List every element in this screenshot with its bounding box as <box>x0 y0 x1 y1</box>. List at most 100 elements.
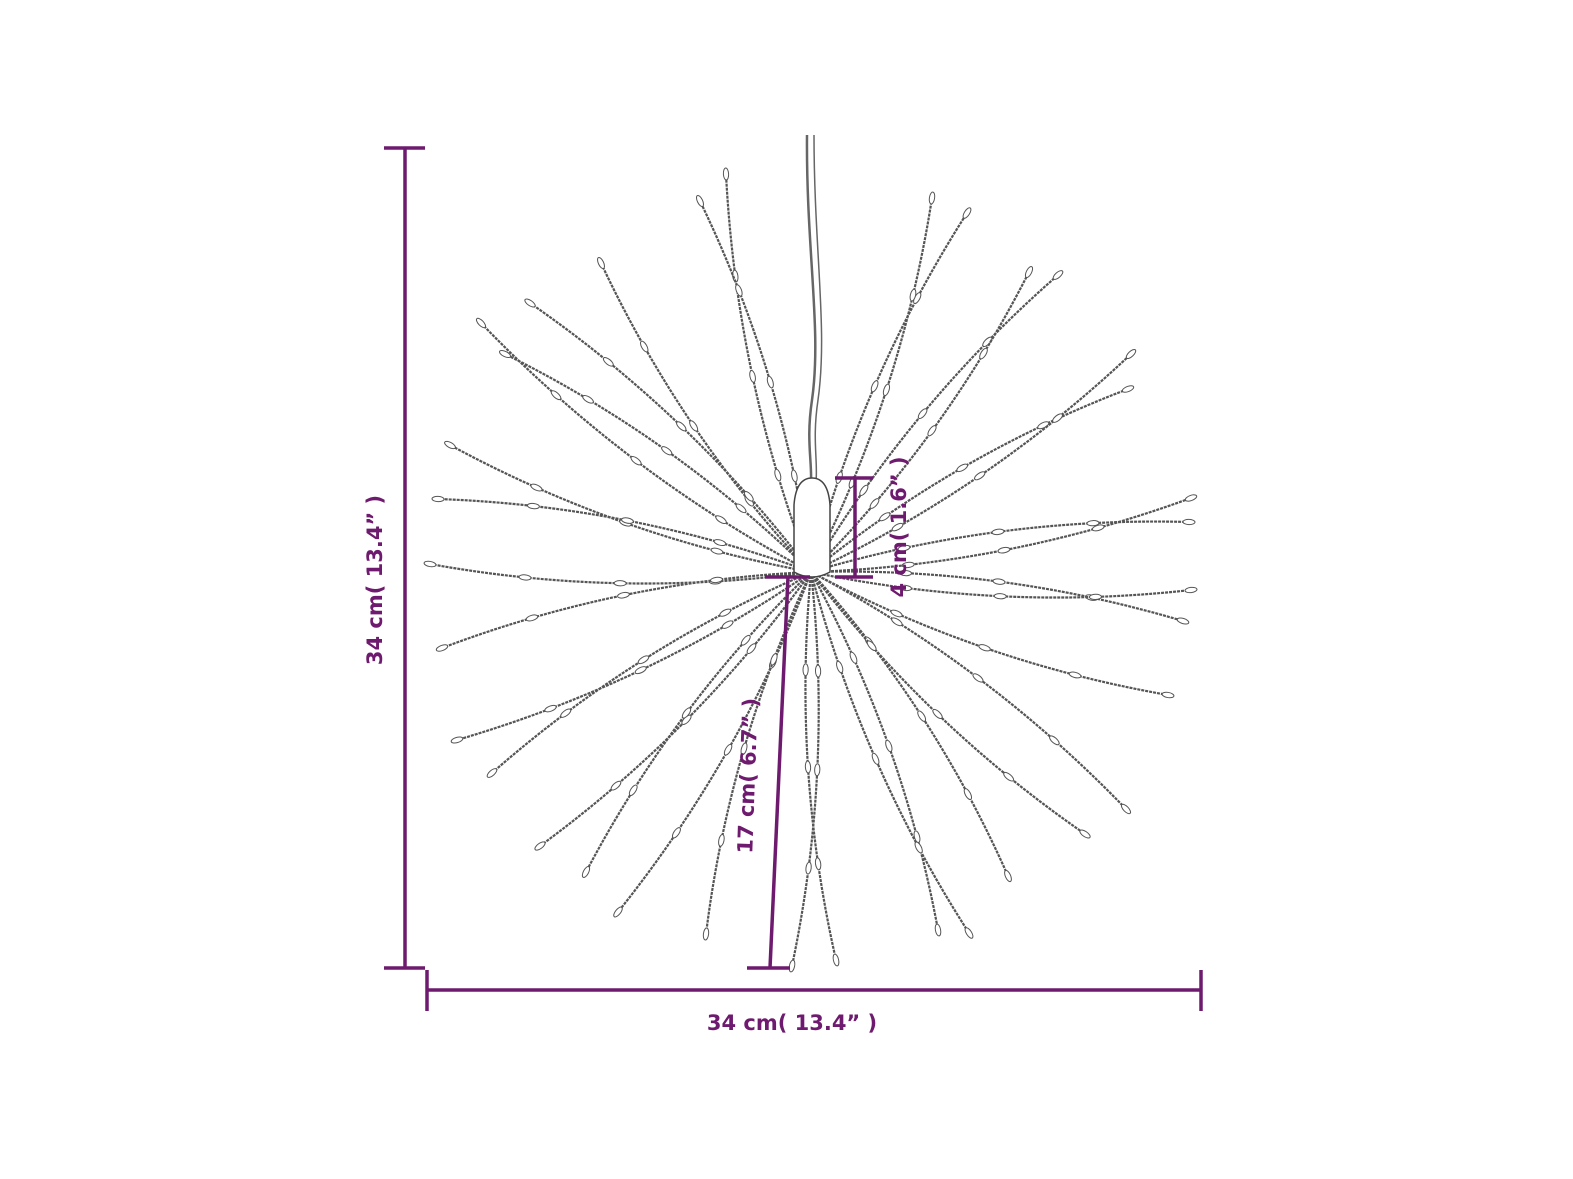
light-strand <box>504 353 812 573</box>
led-bulb <box>963 788 973 801</box>
led-bulb <box>435 644 449 652</box>
led-bulb <box>702 927 710 941</box>
led-bulb <box>602 357 614 367</box>
led-bulb <box>885 739 893 753</box>
led-bulb <box>1052 413 1063 423</box>
led-bulb <box>997 546 1011 554</box>
led-bulb <box>917 408 928 420</box>
light-strand <box>810 571 1169 697</box>
led-bulb <box>774 468 782 482</box>
led-bulb <box>634 666 647 675</box>
light-strand <box>810 571 1127 810</box>
led-bulb <box>791 469 798 483</box>
led-bulb <box>518 574 532 581</box>
led-bulb <box>486 768 498 778</box>
led-bulb <box>450 736 464 744</box>
cap-dimension: 4 cm( 1.6” ) <box>835 456 911 598</box>
led-bulb <box>710 547 724 555</box>
led-bulb <box>890 609 903 618</box>
led-bulb <box>525 614 539 622</box>
led-bulb <box>715 515 727 525</box>
led-bulb <box>804 760 812 774</box>
led-bulb <box>814 763 821 777</box>
led-bulb <box>978 644 991 652</box>
led-bulb <box>1184 494 1198 502</box>
led-bulb <box>524 298 536 308</box>
led-bulb <box>475 317 487 329</box>
led-bulb <box>991 528 1005 536</box>
led-bulb <box>914 841 923 854</box>
led-bulb <box>859 484 869 496</box>
led-bulb <box>1068 671 1082 679</box>
led-bulb <box>746 643 757 655</box>
led-bulb <box>526 502 540 510</box>
led-bulb <box>681 707 692 719</box>
led-bulb <box>898 584 912 592</box>
led-bulb <box>749 370 756 383</box>
led-bulb <box>1052 270 1064 280</box>
led-bulb <box>956 463 969 473</box>
led-bulb <box>1079 829 1091 839</box>
led-bulb <box>917 710 927 722</box>
led-bulb <box>640 340 649 353</box>
light-strand <box>810 496 1192 574</box>
led-bulb <box>964 927 974 939</box>
led-bulb <box>869 498 880 509</box>
led-bulb <box>722 167 730 181</box>
led-bulb <box>1086 520 1100 527</box>
led-bulb <box>695 194 705 208</box>
led-bulb <box>814 664 822 678</box>
led-bulb <box>788 959 796 973</box>
led-bulb <box>972 673 984 683</box>
led-bulb <box>1003 771 1015 782</box>
center-cap <box>793 477 831 578</box>
led-bulb <box>891 617 903 627</box>
light-strand <box>804 571 838 961</box>
led-bulb <box>735 503 747 514</box>
led-bulb <box>866 640 877 652</box>
height-label: 34 cm( 13.4” ) <box>363 495 387 665</box>
led-bulb <box>630 456 642 466</box>
led-bulb <box>617 591 630 599</box>
led-bulb <box>661 446 673 456</box>
width-dimension: 34 cm( 13.4” ) <box>425 970 1203 1035</box>
led-bulb <box>802 663 809 677</box>
led-bulb <box>993 593 1007 600</box>
led-bulb <box>710 576 723 584</box>
led-bulb <box>928 191 936 205</box>
led-bulb <box>718 833 725 847</box>
led-bulb <box>1120 803 1132 815</box>
led-bulb <box>1184 586 1198 594</box>
power-cable <box>805 134 817 483</box>
light-strand <box>810 271 1030 573</box>
led-bulb <box>1176 617 1190 625</box>
led-bulb <box>735 284 743 297</box>
height-dimension: 34 cm( 13.4” ) <box>363 146 425 970</box>
led-bulb <box>898 569 912 577</box>
light-strand <box>810 571 940 931</box>
led-bulb <box>534 841 546 851</box>
led-bulb <box>740 634 751 646</box>
led-bulb <box>423 560 437 568</box>
strand-dimension: 17 cm( 6.7” ) <box>733 575 810 970</box>
led-bulb <box>879 512 891 522</box>
led-bulb <box>1121 385 1135 393</box>
led-bulb <box>909 288 917 302</box>
led-bulb <box>974 471 986 481</box>
led-bulb <box>832 953 840 967</box>
led-bulb <box>979 347 988 360</box>
led-bulb <box>560 708 572 718</box>
led-bulb <box>992 578 1006 585</box>
led-bulb <box>871 752 880 765</box>
led-bulb <box>499 349 511 359</box>
led-bulb <box>901 561 915 569</box>
light-strand <box>810 274 1059 573</box>
led-bulb <box>719 608 732 617</box>
led-bulb <box>897 544 911 552</box>
led-bulb <box>671 827 681 839</box>
power-cable <box>813 134 823 483</box>
led-bulb <box>1182 518 1196 526</box>
light-strand <box>810 570 1192 599</box>
